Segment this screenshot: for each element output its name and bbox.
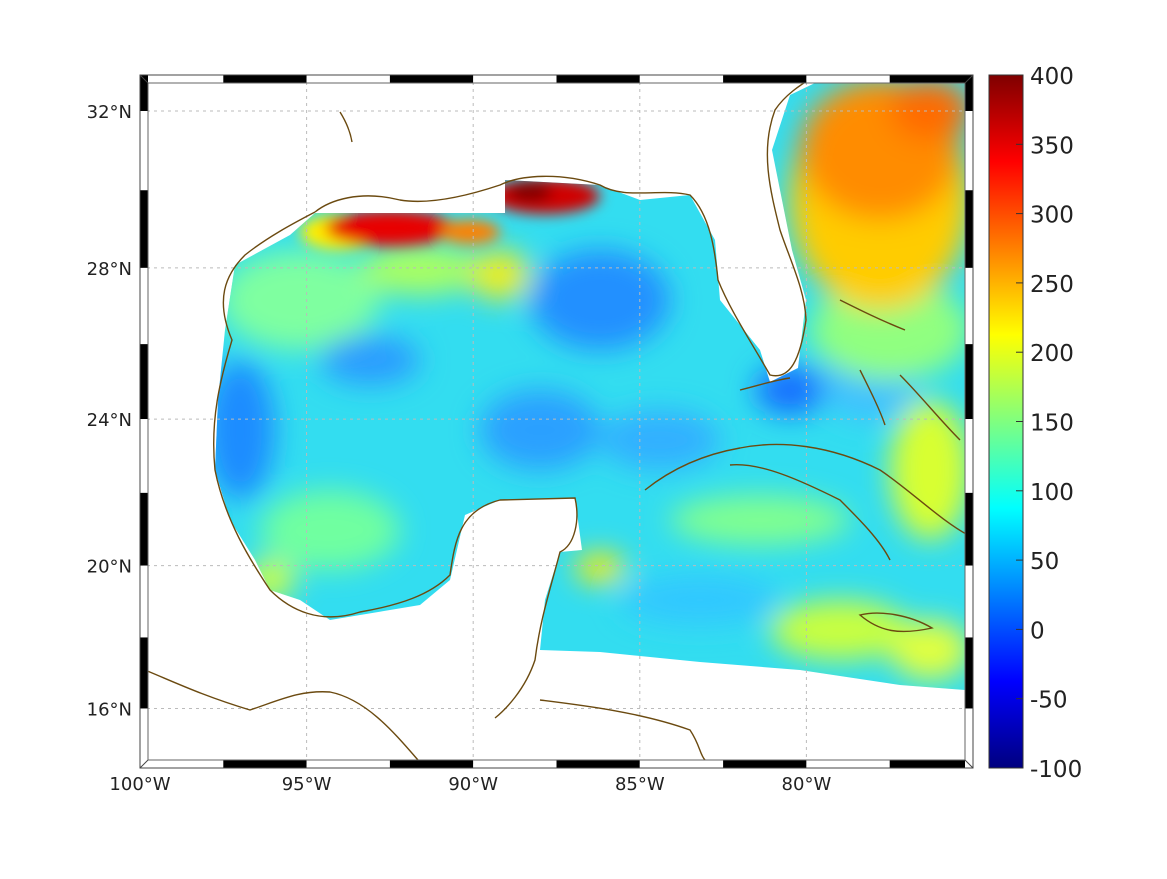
frame-segment — [965, 190, 973, 268]
lat-tick-label: 20°N — [87, 557, 132, 578]
frame-segment — [389, 75, 474, 83]
colorbar-tick-label: 100 — [1030, 480, 1074, 506]
frame-segment — [806, 760, 890, 768]
colorbar-tick-label: 400 — [1030, 64, 1074, 90]
frame-segment — [140, 75, 148, 111]
colorbar-tick-label: 150 — [1030, 411, 1074, 437]
frame-segment — [140, 267, 148, 345]
frame-segment — [965, 267, 973, 345]
lat-tick-label: 16°N — [87, 699, 132, 720]
frame-segment — [389, 760, 474, 768]
frame-segment — [965, 344, 973, 420]
frame-segment — [140, 111, 148, 191]
frame-segment — [306, 760, 390, 768]
colorbar: 400 350 300 250 200 150 100 50 0 -50 -100 — [988, 64, 1082, 783]
frame-segment — [223, 760, 307, 768]
frame-segment — [140, 419, 148, 493]
colorbar-tick-label: 0 — [1030, 618, 1045, 644]
frame-segment — [140, 760, 224, 768]
frame-segment — [223, 75, 307, 83]
frame-segment — [965, 111, 973, 191]
colorbar-tick-label: 250 — [1030, 272, 1074, 298]
frame-segment — [556, 760, 640, 768]
lon-tick-label: 95°W — [282, 774, 332, 795]
frame-segment — [140, 492, 148, 566]
frame-segment — [473, 760, 557, 768]
frame-segment — [965, 565, 973, 638]
frame-segment — [140, 637, 148, 709]
frame-segment — [965, 708, 973, 768]
map-frame — [139, 74, 974, 769]
frame-segment — [723, 760, 807, 768]
colorbar-tick-label: -50 — [1030, 688, 1068, 714]
frame-segment — [140, 708, 148, 768]
colorbar-tick-label: 50 — [1030, 549, 1059, 575]
frame-segment — [639, 75, 724, 83]
frame-segment — [965, 75, 973, 111]
frame-segment — [965, 637, 973, 709]
frame-segment — [965, 419, 973, 493]
coastlines — [139, 75, 969, 769]
frame-segment — [806, 75, 890, 83]
frame-segment — [889, 760, 973, 768]
frame-segment — [723, 75, 807, 83]
colorbar-tick-label: 300 — [1030, 203, 1074, 229]
frame-segment — [889, 75, 973, 83]
colorbar-tick-label: 200 — [1030, 341, 1074, 367]
colorbar-tick-label: -100 — [1030, 757, 1082, 783]
lon-tick-label: 90°W — [448, 774, 498, 795]
frame-segment — [965, 492, 973, 566]
data-field — [215, 83, 965, 690]
lat-tick-label: 32°N — [87, 102, 132, 123]
lon-tick-label: 100°W — [109, 774, 170, 795]
lon-tick-label: 85°W — [615, 774, 665, 795]
colorbar-tick-label: 350 — [1030, 133, 1074, 159]
frame-segment — [639, 760, 724, 768]
lon-tick-label: 80°W — [782, 774, 832, 795]
frame-segment — [140, 75, 224, 83]
lat-tick-label: 28°N — [87, 259, 132, 280]
frame-segment — [140, 344, 148, 420]
axis-labels: 100°W 95°W 90°W 85°W 80°W 32°N 28°N 24°N 20°N 16°… — [87, 102, 832, 795]
graticule — [140, 75, 973, 768]
frame-segment — [473, 75, 557, 83]
frame-segment — [140, 565, 148, 638]
frame-segment — [306, 75, 390, 83]
frame-segment — [140, 190, 148, 268]
lat-tick-label: 24°N — [87, 410, 132, 431]
frame-segment — [556, 75, 640, 83]
